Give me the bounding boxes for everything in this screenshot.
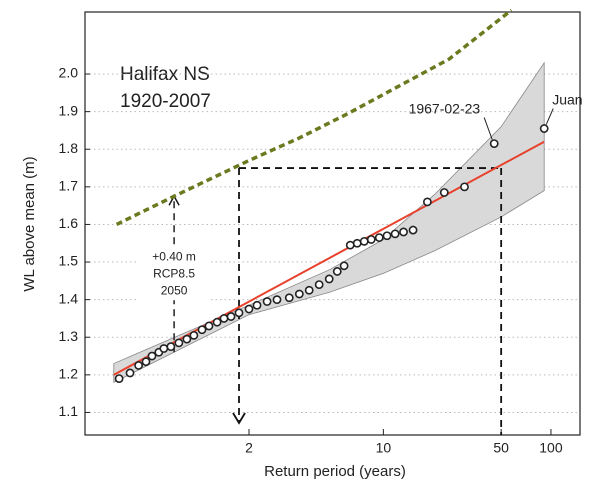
data-point [174,338,184,348]
annotation-leader [483,117,493,140]
data-point [114,374,124,383]
projection-line [115,8,513,227]
data-point [219,314,229,323]
data-point [147,351,157,361]
uplift-label-bg [138,248,211,301]
y-tick-label: 1.1 [59,403,79,419]
chart-title: Halifax NS [120,64,210,85]
data-point [294,289,304,299]
data-point [539,124,549,133]
data-point [134,361,144,370]
x-axis-label: Return period (years) [264,463,406,480]
x-tick-label: 100 [539,440,563,456]
y-axis-label: WL above mean (m) [21,156,38,291]
uplift-label: 2050 [161,283,188,297]
data-point [408,225,418,235]
data-point [166,342,176,352]
data-point [262,297,272,306]
data-point [159,344,169,353]
data-point [182,334,192,344]
uplift-label: RCP8.5 [153,266,195,280]
data-point [390,229,400,239]
data-point [125,368,135,378]
data-point [382,231,392,241]
y-tick-label: 1.6 [59,215,79,231]
data-point [252,300,262,310]
annotation: Juan [552,91,582,107]
y-tick-label: 1.8 [59,140,79,156]
x-tick-label: 10 [376,440,392,456]
y-tick-label: 1.2 [59,366,79,382]
data-point [332,267,342,276]
data-point [272,295,282,305]
annotation-leader [545,108,554,125]
data-point [374,233,384,242]
data-point [284,293,294,303]
data-point [399,227,408,237]
uplift-label: +0.40 m [152,249,196,263]
data-point [189,330,199,340]
data-point [244,304,254,314]
y-tick-label: 1.4 [59,290,79,306]
x-tick-label: 2 [245,440,253,456]
data-point [314,280,324,289]
y-tick-label: 1.7 [59,178,79,194]
data-point [439,188,449,197]
guide-arrow [232,412,246,425]
data-point [359,236,369,246]
x-tick-label: 50 [493,440,509,456]
data-point [304,285,314,295]
data-point [422,197,432,207]
data-point [339,261,349,271]
y-tick-label: 1.9 [59,102,79,118]
plot-frame [84,11,581,436]
data-point [324,274,334,284]
annotation: 1967-02-23 [409,100,481,116]
data-point [141,357,151,367]
data-point [345,240,355,250]
chart-title: 1920-2007 [120,91,211,112]
y-tick-label: 1.5 [59,253,79,269]
y-tick-label: 2.0 [59,65,79,81]
data-point [234,308,244,318]
data-point [460,182,469,192]
data-point [197,325,207,335]
y-tick-label: 1.3 [59,328,79,344]
data-point [226,312,236,321]
data-point [352,238,362,248]
data-point [366,235,376,244]
data-point [204,321,214,331]
data-point [212,317,222,327]
data-point [489,139,499,148]
